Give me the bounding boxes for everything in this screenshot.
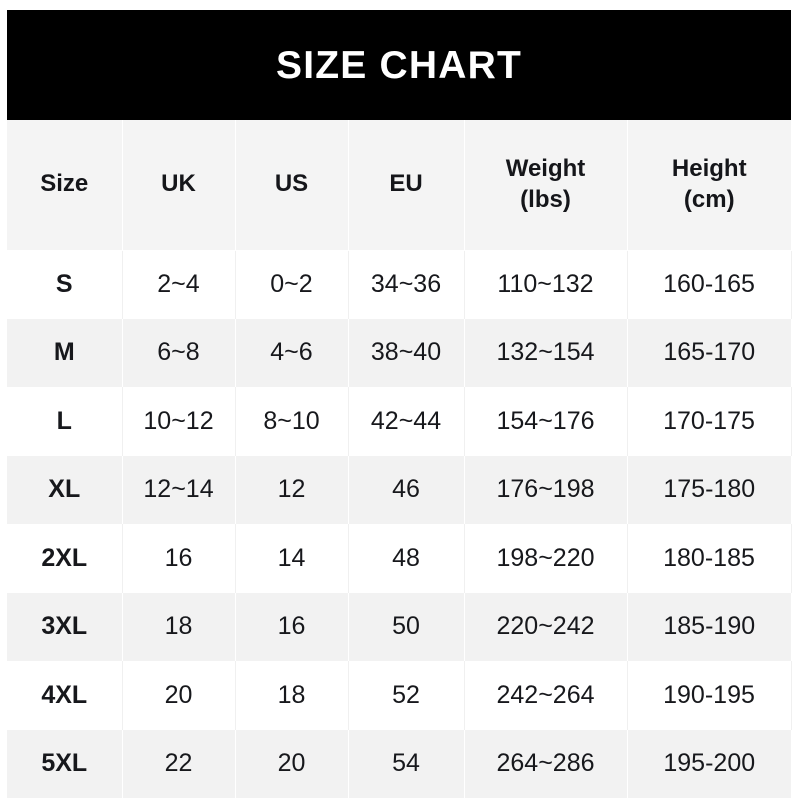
cell-eu: 48	[348, 524, 465, 593]
cell-us: 20	[235, 729, 349, 798]
cell-us: 0~2	[235, 250, 349, 319]
column-header-height-unit: (cm)	[683, 185, 735, 213]
cell-us: 12	[235, 455, 349, 524]
cell-eu: 46	[348, 455, 465, 524]
cell-uk: 12~14	[122, 455, 236, 524]
cell-size: 2XL	[7, 524, 123, 593]
cell-eu: 34~36	[348, 250, 465, 319]
table-row: L 10~12 8~10 42~44 154~176 170-175	[7, 387, 792, 456]
column-header-uk-label: UK	[161, 170, 196, 198]
column-header-uk: UK	[122, 120, 236, 251]
table-row: M 6~8 4~6 38~40 132~154 165-170	[7, 318, 791, 387]
column-header-size-label: Size	[40, 170, 89, 198]
cell-size: S	[7, 250, 123, 319]
cell-size: 5XL	[7, 729, 123, 798]
cell-uk: 2~4	[122, 250, 236, 319]
table-row: 5XL 22 20 54 264~286 195-200	[7, 729, 791, 798]
cell-us: 4~6	[235, 318, 349, 387]
cell-height: 195-200	[663, 749, 756, 778]
table-row: S 2~4 0~2 34~36 110~132 160-165	[7, 250, 792, 319]
cell-height: 190-195	[627, 661, 792, 730]
cell-height: 180-185	[627, 524, 792, 593]
cell-eu: 42~44	[348, 387, 465, 456]
cell-us: 18	[235, 661, 349, 730]
cell-uk: 18	[122, 592, 236, 661]
cell-us: 8~10	[235, 387, 349, 456]
cell-weight: 198~220	[464, 524, 628, 593]
cell-height: 170-175	[627, 387, 792, 456]
table-row: XL 12~14 12 46 176~198 175-180	[7, 455, 791, 524]
cell-weight: 176~198	[464, 455, 628, 524]
size-chart-table: Size UK US EU Weight (lbs) Height (cm)	[7, 120, 792, 798]
size-chart-card: SIZE CHART Size UK US EU W	[7, 10, 792, 798]
column-header-weight: Weight (lbs)	[464, 120, 628, 251]
cell-height: 185-190	[663, 612, 756, 641]
cell-size: 4XL	[7, 661, 123, 730]
column-header-us: US	[235, 120, 349, 251]
cell-weight: 132~154	[464, 318, 628, 387]
table-row: 2XL 16 14 48 198~220 180-185	[7, 524, 792, 593]
cell-size: 3XL	[7, 592, 123, 661]
column-header-eu-label: EU	[389, 170, 423, 198]
page-title: SIZE CHART	[276, 43, 522, 87]
table-body: S 2~4 0~2 34~36 110~132 160-165 M 6~8 4~…	[7, 250, 792, 798]
table-row: 3XL 18 16 50 220~242 185-190	[7, 592, 791, 661]
cell-height: 165-170	[663, 338, 756, 367]
column-header-height: Height (cm)	[627, 120, 791, 251]
cell-size: L	[7, 387, 123, 456]
table-header: Size UK US EU Weight (lbs) Height (cm)	[7, 120, 791, 251]
cell-weight: 242~264	[464, 661, 628, 730]
table-header-row: Size UK US EU Weight (lbs) Height (cm)	[7, 120, 791, 251]
cell-us: 14	[235, 524, 349, 593]
title-bar: SIZE CHART	[7, 10, 791, 120]
column-header-us-label: US	[274, 170, 309, 198]
column-header-weight-label: Weight	[505, 155, 586, 183]
cell-eu: 38~40	[348, 318, 465, 387]
cell-height: 175-180	[663, 475, 756, 504]
cell-uk: 16	[122, 524, 236, 593]
table-row: 4XL 20 18 52 242~264 190-195	[7, 661, 792, 730]
cell-size: M	[7, 318, 123, 387]
cell-size: XL	[7, 455, 123, 524]
cell-weight: 110~132	[464, 250, 628, 319]
cell-weight: 264~286	[464, 729, 628, 798]
column-header-eu: EU	[348, 120, 465, 251]
cell-weight: 154~176	[464, 387, 628, 456]
column-header-size: Size	[7, 120, 123, 251]
cell-uk: 22	[122, 729, 236, 798]
cell-uk: 6~8	[122, 318, 236, 387]
column-header-weight-unit: (lbs)	[520, 185, 571, 213]
cell-eu: 50	[348, 592, 465, 661]
cell-eu: 54	[348, 729, 465, 798]
column-header-height-label: Height	[671, 155, 747, 183]
cell-uk: 10~12	[122, 387, 236, 456]
cell-us: 16	[235, 592, 349, 661]
cell-height: 160-165	[627, 250, 792, 319]
cell-weight: 220~242	[464, 592, 628, 661]
cell-eu: 52	[348, 661, 465, 730]
cell-uk: 20	[122, 661, 236, 730]
